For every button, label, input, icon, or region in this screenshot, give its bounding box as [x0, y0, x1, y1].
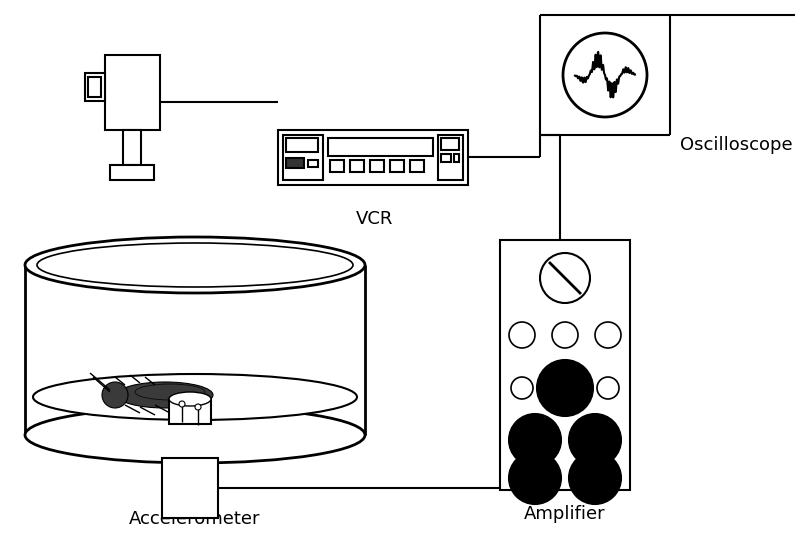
Text: Amplifier: Amplifier [524, 505, 606, 523]
Bar [169, 399, 211, 424]
Bar [328, 138, 433, 156]
Ellipse shape [563, 33, 647, 117]
Bar [410, 160, 424, 172]
Ellipse shape [179, 401, 185, 407]
Bar [441, 138, 459, 150]
Ellipse shape [509, 452, 561, 504]
Bar [500, 240, 630, 490]
Bar [123, 130, 141, 165]
Ellipse shape [509, 322, 535, 348]
Ellipse shape [33, 374, 357, 420]
Bar [330, 160, 344, 172]
Ellipse shape [117, 382, 213, 408]
Text: Accelerometer: Accelerometer [130, 510, 261, 528]
Bar [85, 73, 105, 101]
Bar [110, 165, 154, 180]
Bar [162, 458, 218, 518]
Ellipse shape [537, 360, 593, 416]
Bar [105, 55, 160, 130]
Bar [88, 77, 101, 97]
Bar [370, 160, 384, 172]
Text: Video camera: Video camera [82, 250, 207, 268]
Ellipse shape [595, 322, 621, 348]
Ellipse shape [509, 414, 561, 466]
Ellipse shape [169, 392, 211, 406]
Bar [350, 160, 364, 172]
Bar [390, 160, 404, 172]
Bar [286, 158, 304, 168]
Ellipse shape [569, 414, 621, 466]
Bar [441, 154, 451, 162]
Bar [454, 154, 459, 162]
Bar [286, 138, 318, 152]
Ellipse shape [552, 322, 578, 348]
Bar [438, 135, 463, 180]
Bar [278, 130, 468, 185]
Bar [283, 135, 323, 180]
Ellipse shape [195, 404, 201, 410]
Text: Oscilloscope: Oscilloscope [680, 136, 793, 154]
Ellipse shape [511, 377, 533, 399]
Ellipse shape [569, 452, 621, 504]
Ellipse shape [597, 377, 619, 399]
Bar [308, 160, 318, 167]
Ellipse shape [540, 253, 590, 303]
Ellipse shape [25, 407, 365, 463]
Text: VCR: VCR [356, 210, 394, 228]
Ellipse shape [102, 382, 128, 408]
Ellipse shape [25, 237, 365, 293]
